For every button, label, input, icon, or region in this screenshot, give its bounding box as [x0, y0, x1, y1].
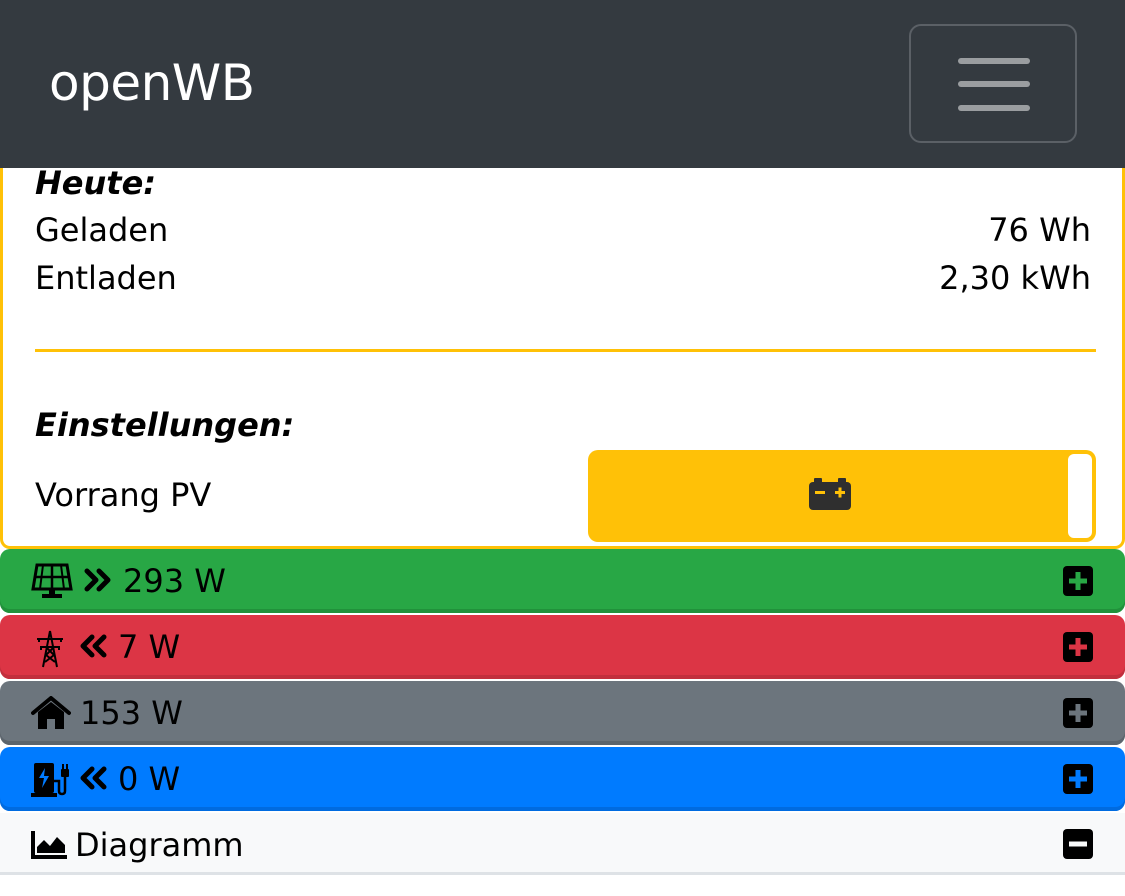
plus-square-icon[interactable]	[1063, 632, 1093, 662]
minus-square-icon[interactable]	[1063, 829, 1093, 859]
chart-area-icon	[31, 831, 67, 859]
discharged-value: 2,30 kWh	[939, 259, 1091, 297]
plus-square-icon[interactable]	[1063, 566, 1093, 596]
house-icon	[31, 696, 71, 729]
diagram-label: Diagramm	[75, 826, 244, 864]
angles-left-icon	[80, 634, 107, 658]
angles-left-icon	[80, 766, 107, 790]
plus-square-icon[interactable]	[1063, 698, 1093, 728]
pv-power-value: 293 W	[123, 562, 226, 600]
grid-power-value: 7 W	[118, 628, 181, 666]
discharged-label: Entladen	[35, 259, 177, 297]
battery-icon	[809, 478, 851, 510]
priority-label: Vorrang PV	[35, 476, 212, 514]
menu-toggle-button[interactable]	[909, 24, 1077, 143]
solar-panel-icon	[31, 563, 73, 598]
toggle-knob	[1068, 454, 1092, 538]
pv-priority-toggle-button[interactable]	[588, 450, 1096, 542]
brand-logo[interactable]: openWB	[49, 54, 255, 112]
battery-card: Heute: Geladen 76 Wh Entladen 2,30 kWh E…	[0, 164, 1125, 549]
charged-label: Geladen	[35, 211, 169, 249]
diagram-row[interactable]: Diagramm	[0, 813, 1125, 875]
charge-row[interactable]: 0 W	[0, 747, 1125, 811]
charged-value: 76 Wh	[988, 211, 1091, 249]
today-heading: Heute:	[35, 164, 157, 202]
charge-power-value: 0 W	[118, 760, 181, 798]
charging-station-icon	[31, 763, 69, 797]
card-divider	[35, 349, 1096, 352]
plus-square-icon[interactable]	[1063, 764, 1093, 794]
power-tower-icon	[37, 630, 63, 668]
settings-heading: Einstellungen:	[35, 406, 295, 444]
angles-right-icon	[84, 568, 111, 592]
grid-row[interactable]: 7 W	[0, 615, 1125, 679]
navbar: openWB	[0, 0, 1125, 168]
pv-row[interactable]: 293 W	[0, 549, 1125, 613]
house-power-value: 153 W	[80, 694, 183, 732]
house-row[interactable]: 153 W	[0, 681, 1125, 745]
